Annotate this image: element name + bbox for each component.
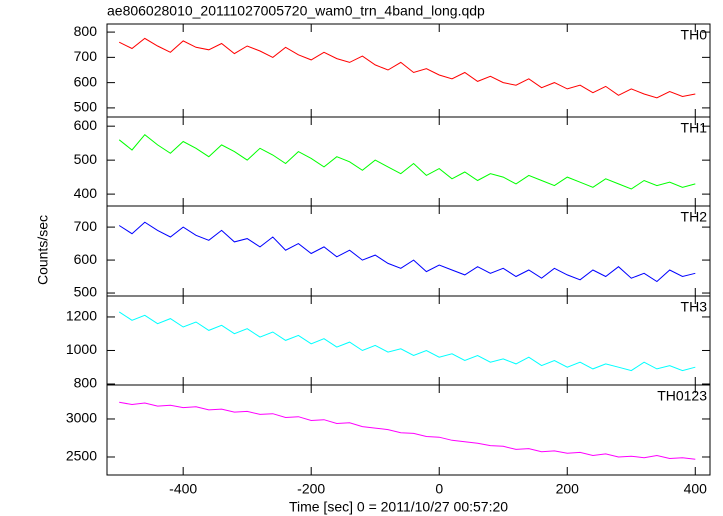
y-tick-label: 2500	[66, 448, 97, 464]
panel-frame	[106, 384, 711, 476]
y-tick-label: 1200	[66, 308, 97, 324]
x-tick-label: -200	[297, 481, 325, 497]
x-tick-label: 0	[435, 481, 443, 497]
chart-title: ae806028010_20111027005720_wam0_trn_4ban…	[107, 3, 485, 19]
y-tick-label: 3000	[66, 410, 97, 426]
x-axis-label: Time [sec] 0 = 2011/10/27 00:57:20	[289, 499, 508, 515]
series-line	[118, 37, 696, 99]
y-axis-label: Counts/sec	[35, 215, 51, 285]
y-tick-label: 600	[74, 117, 98, 133]
y-tick-label: 600	[74, 73, 98, 89]
series-label: TH0	[681, 27, 708, 43]
y-tick-label: 500	[74, 151, 98, 167]
series-line	[118, 311, 696, 372]
y-tick-label: 1000	[66, 341, 97, 357]
series-label: TH3	[681, 299, 708, 315]
x-tick-label: 400	[684, 481, 708, 497]
y-tick-label: 400	[74, 185, 98, 201]
series-line	[118, 134, 696, 190]
series-line	[119, 401, 696, 460]
y-tick-label: 700	[74, 218, 98, 234]
y-tick-label: 800	[74, 375, 98, 391]
y-tick-label: 600	[74, 251, 98, 267]
y-tick-label: 500	[74, 99, 98, 115]
panel-frame	[106, 295, 711, 386]
panel-frame	[106, 23, 711, 118]
y-tick-label: 800	[74, 23, 98, 39]
series-label: TH0123	[657, 388, 707, 404]
x-tick-label: -400	[169, 481, 197, 497]
x-tick-label: 200	[556, 481, 580, 497]
y-tick-label: 500	[74, 284, 98, 300]
y-tick-label: 700	[74, 48, 98, 64]
series-label: TH1	[681, 120, 708, 136]
series-label: TH2	[681, 209, 708, 225]
panel-frame	[106, 116, 711, 207]
series-line	[118, 221, 696, 283]
panel-frame	[106, 205, 711, 297]
